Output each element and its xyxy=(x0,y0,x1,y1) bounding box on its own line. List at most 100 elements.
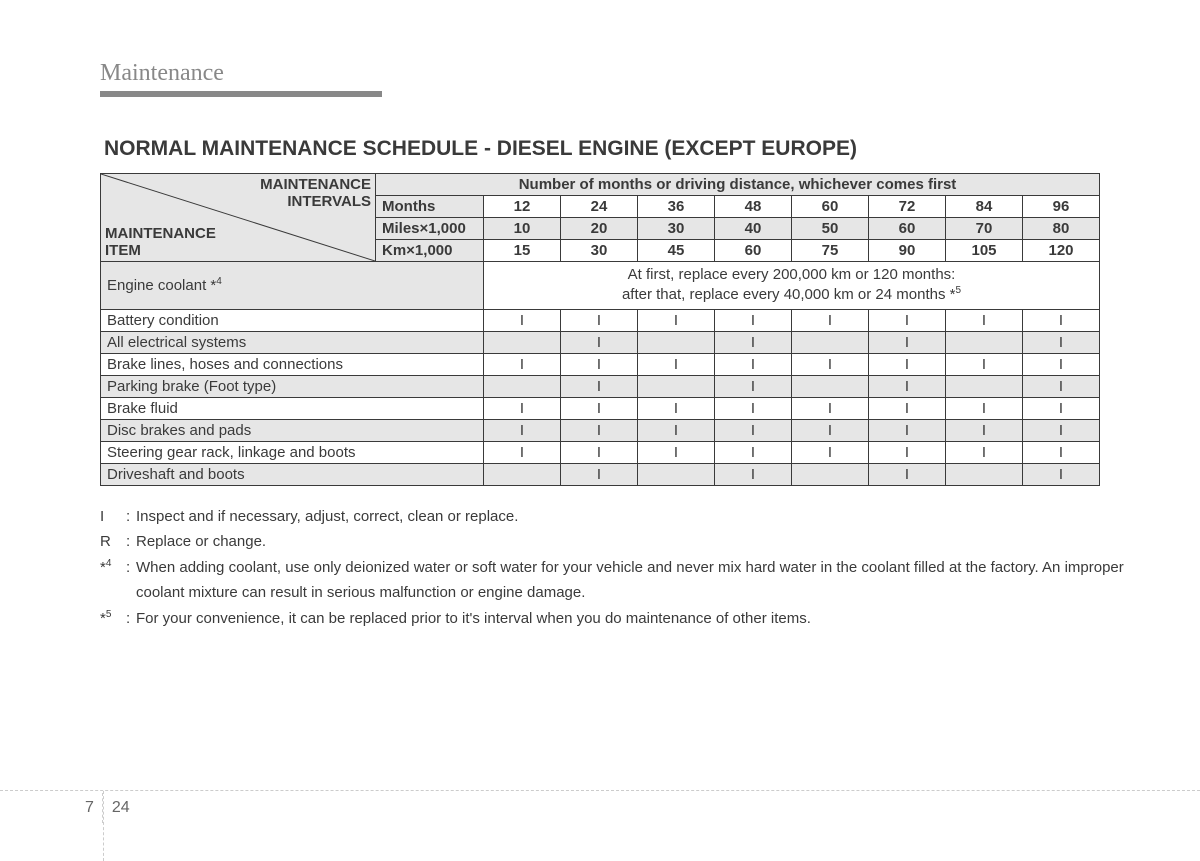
page-dashed-divider xyxy=(0,790,1200,791)
coolant-label: Engine coolant * xyxy=(107,277,216,294)
table-row: Disc brakes and padsIIIIIIII xyxy=(101,419,1100,441)
row-value: I xyxy=(869,309,946,331)
row-value: I xyxy=(792,397,869,419)
table-row: Steering gear rack, linkage and bootsIII… xyxy=(101,441,1100,463)
diag-bot-2: ITEM xyxy=(105,242,141,259)
legend-text: Inspect and if necessary, adjust, correc… xyxy=(136,504,1150,530)
hv: 70 xyxy=(946,218,1023,240)
label-km: Km×1,000 xyxy=(376,240,484,262)
coolant-note2: after that, replace every 40,000 km or 2… xyxy=(622,286,956,303)
legend-row: I : Inspect and if necessary, adjust, co… xyxy=(100,504,1150,530)
legend-row: R : Replace or change. xyxy=(100,529,1150,555)
row-value: I xyxy=(1023,353,1100,375)
coolant-sup: 4 xyxy=(216,276,222,287)
hv: 120 xyxy=(1023,240,1100,262)
row-value xyxy=(638,331,715,353)
row-value: I xyxy=(561,441,638,463)
legend-text: Replace or change. xyxy=(136,529,1150,555)
legend-colon: : xyxy=(126,529,136,555)
row-value: I xyxy=(1023,331,1100,353)
row-value: I xyxy=(484,441,561,463)
label-miles: Miles×1,000 xyxy=(376,218,484,240)
hv: 72 xyxy=(869,196,946,218)
hv: 40 xyxy=(715,218,792,240)
row-value: I xyxy=(638,441,715,463)
row-label: Parking brake (Foot type) xyxy=(101,375,484,397)
row-value xyxy=(792,375,869,397)
row-value: I xyxy=(561,463,638,485)
row-value: I xyxy=(715,375,792,397)
hv: 36 xyxy=(638,196,715,218)
coolant-note1: At first, replace every 200,000 km or 12… xyxy=(628,266,956,283)
row-value: I xyxy=(715,441,792,463)
table-row: Battery conditionIIIIIIII xyxy=(101,309,1100,331)
row-value: I xyxy=(869,375,946,397)
row-value: I xyxy=(869,419,946,441)
row-value: I xyxy=(1023,463,1100,485)
row-label: All electrical systems xyxy=(101,331,484,353)
row-value xyxy=(946,463,1023,485)
hv: 75 xyxy=(792,240,869,262)
row-value: I xyxy=(715,353,792,375)
row-value: I xyxy=(561,309,638,331)
hv: 60 xyxy=(869,218,946,240)
row-value xyxy=(484,331,561,353)
row-value: I xyxy=(715,309,792,331)
row-label: Battery condition xyxy=(101,309,484,331)
legend-row: *5 : For your convenience, it can be rep… xyxy=(100,606,1150,632)
table-row: Brake lines, hoses and connectionsIIIIII… xyxy=(101,353,1100,375)
row-value: I xyxy=(715,397,792,419)
row-value: I xyxy=(484,353,561,375)
legend-key: I xyxy=(100,504,126,530)
row-value: I xyxy=(638,309,715,331)
row-value: I xyxy=(1023,419,1100,441)
maintenance-table: MAINTENANCE INTERVALS MAINTENANCE ITEM N… xyxy=(100,173,1100,486)
hv: 24 xyxy=(561,196,638,218)
hv: 60 xyxy=(792,196,869,218)
section-underline xyxy=(100,91,382,97)
row-value xyxy=(946,331,1023,353)
row-value: I xyxy=(946,441,1023,463)
label-months: Months xyxy=(376,196,484,218)
row-value: I xyxy=(715,463,792,485)
row-value: I xyxy=(484,309,561,331)
row-label: Brake lines, hoses and connections xyxy=(101,353,484,375)
legend-text: For your convenience, it can be replaced… xyxy=(136,606,1150,632)
main-title: NORMAL MAINTENANCE SCHEDULE - DIESEL ENG… xyxy=(104,137,1150,161)
hv: 48 xyxy=(715,196,792,218)
row-value xyxy=(946,375,1023,397)
hv: 50 xyxy=(792,218,869,240)
diag-top-2: INTERVALS xyxy=(287,193,371,210)
hv: 10 xyxy=(484,218,561,240)
hv: 96 xyxy=(1023,196,1100,218)
row-value: I xyxy=(1023,309,1100,331)
row-value: I xyxy=(561,375,638,397)
row-value: I xyxy=(1023,441,1100,463)
table-row: Driveshaft and bootsIIII xyxy=(101,463,1100,485)
row-value: I xyxy=(561,397,638,419)
row-value: I xyxy=(1023,397,1100,419)
page-chapter: 7 xyxy=(85,799,94,816)
hv: 15 xyxy=(484,240,561,262)
row-value: I xyxy=(869,353,946,375)
hv: 80 xyxy=(1023,218,1100,240)
row-value: I xyxy=(946,397,1023,419)
row-value: I xyxy=(946,419,1023,441)
row-value: I xyxy=(561,331,638,353)
section-title: Maintenance xyxy=(100,60,1150,87)
legend-key: *5 xyxy=(100,606,126,632)
legend-key: R xyxy=(100,529,126,555)
legend-text: When adding coolant, use only deionized … xyxy=(136,555,1150,606)
row-value xyxy=(484,375,561,397)
row-value: I xyxy=(561,419,638,441)
legend-key: *4 xyxy=(100,555,126,606)
row-label: Disc brakes and pads xyxy=(101,419,484,441)
row-label: Brake fluid xyxy=(101,397,484,419)
row-value xyxy=(638,463,715,485)
page-num: 24 xyxy=(112,799,130,816)
page-number: 7 24 xyxy=(85,793,130,823)
coolant-note-cell: At first, replace every 200,000 km or 12… xyxy=(484,262,1100,310)
hv: 30 xyxy=(638,218,715,240)
row-value: I xyxy=(792,441,869,463)
row-value: I xyxy=(561,353,638,375)
